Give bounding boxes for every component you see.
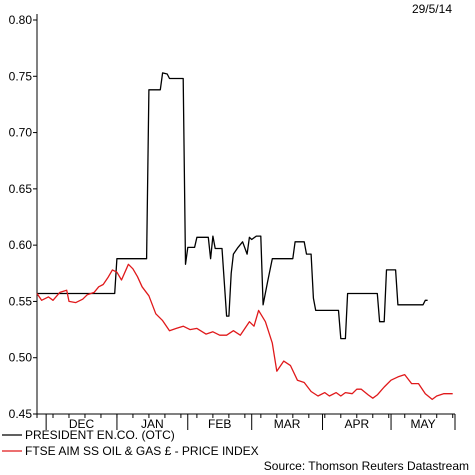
x-tick-label: JAN	[141, 417, 164, 431]
y-tick-label: 0.70	[9, 126, 33, 140]
x-tick-label: MAY	[410, 417, 435, 431]
x-tick-label: APR	[344, 417, 369, 431]
y-tick-label: 0.65	[9, 182, 33, 196]
y-tick-label: 0.60	[9, 238, 33, 252]
y-tick-label: 0.80	[9, 13, 33, 27]
chart-axes	[36, 14, 455, 415]
legend-label: PRESIDENT EN.CO. (OTC)	[25, 428, 175, 442]
y-tick-label: 0.55	[9, 294, 33, 308]
y-tick-label: 0.75	[9, 69, 33, 83]
y-tick-label: 0.45	[9, 407, 33, 421]
chart-ticks: 0.45 0.50 0.55 0.60 0.65 0.70 0.75 0.80 DEC JAN FE…	[9, 13, 456, 431]
y-tick-label: 0.50	[9, 351, 33, 365]
x-tick-label: DEC	[69, 417, 95, 431]
x-tick-label: MAR	[274, 417, 301, 431]
series-line	[37, 72, 428, 340]
chart-legend: PRESIDENT EN.CO. (OTC) FTSE AIM SS OIL & …	[2, 428, 259, 458]
legend-label: FTSE AIM SS OIL & GAS £ - PRICE INDEX	[25, 444, 259, 458]
x-tick-label: FEB	[208, 417, 231, 431]
chart-date: 29/5/14	[411, 2, 452, 16]
chart-source: Source: Thomson Reuters Datastream	[263, 459, 469, 473]
chart-series	[36, 72, 453, 401]
series-line	[36, 263, 453, 401]
